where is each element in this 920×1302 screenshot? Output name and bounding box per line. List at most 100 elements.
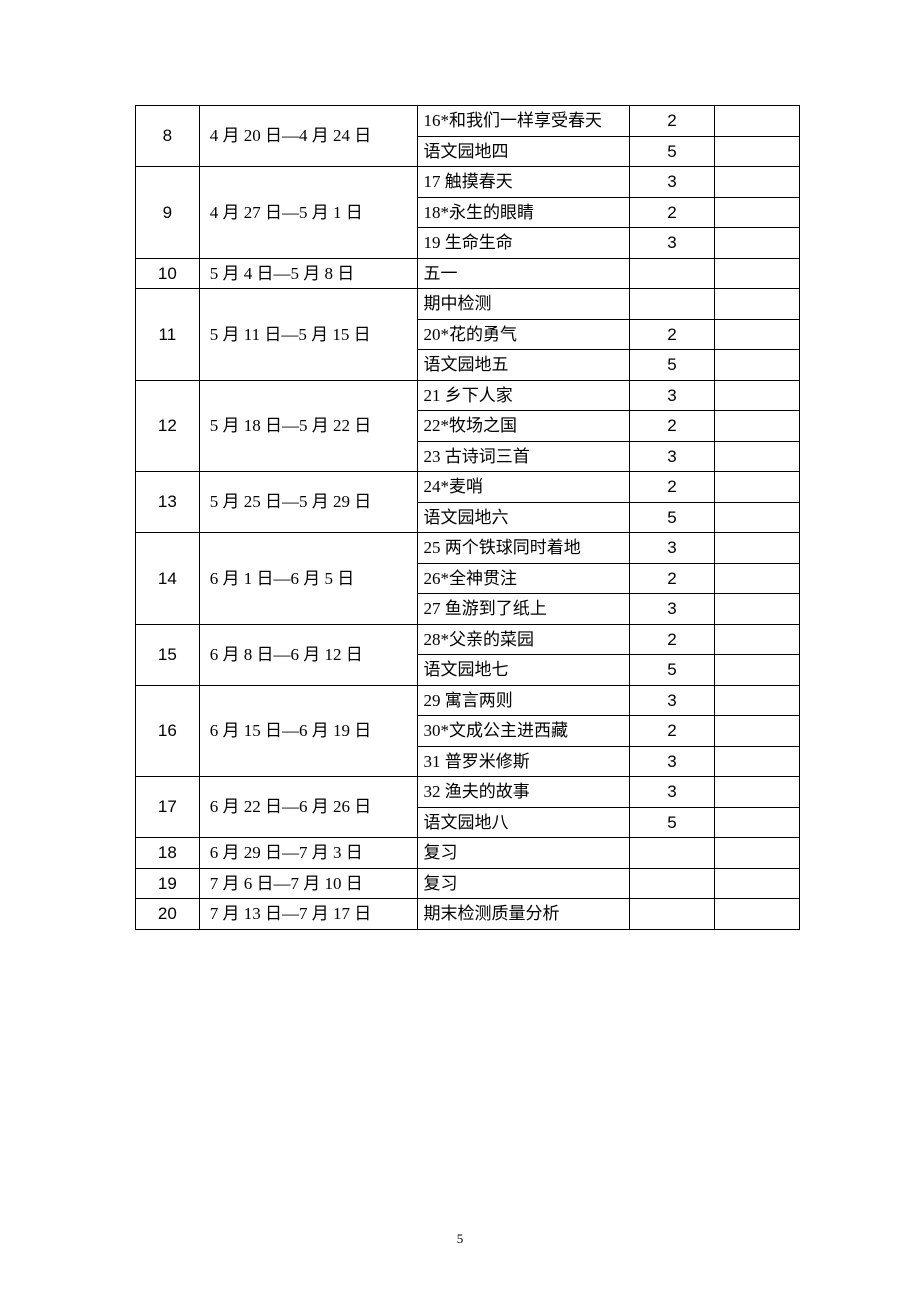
note-cell (714, 289, 799, 320)
note-cell (714, 106, 799, 137)
content-cell: 19 生命生命 (417, 228, 629, 259)
content-cell: 23 古诗词三首 (417, 441, 629, 472)
hours-cell: 3 (629, 685, 714, 716)
date-cell: 5 月 25 日—5 月 29 日 (199, 472, 417, 533)
hours-cell: 3 (629, 380, 714, 411)
note-cell (714, 228, 799, 259)
hours-cell (629, 838, 714, 869)
content-cell: 30*文成公主进西藏 (417, 716, 629, 747)
table-row: 125 月 18 日—5 月 22 日21 乡下人家3 (136, 380, 800, 411)
note-cell (714, 319, 799, 350)
content-cell: 五一 (417, 258, 629, 289)
table-row: 176 月 22 日—6 月 26 日32 渔夫的故事3 (136, 777, 800, 808)
note-cell (714, 716, 799, 747)
week-cell: 8 (136, 106, 200, 167)
content-cell: 24*麦哨 (417, 472, 629, 503)
hours-cell (629, 899, 714, 930)
note-cell (714, 746, 799, 777)
hours-cell: 2 (629, 319, 714, 350)
note-cell (714, 838, 799, 869)
date-cell: 5 月 18 日—5 月 22 日 (199, 380, 417, 472)
content-cell: 28*父亲的菜园 (417, 624, 629, 655)
table-row: 105 月 4 日—5 月 8 日五一 (136, 258, 800, 289)
content-cell: 16*和我们一样享受春天 (417, 106, 629, 137)
table-row: 197 月 6 日—7 月 10 日复习 (136, 868, 800, 899)
date-cell: 4 月 20 日—4 月 24 日 (199, 106, 417, 167)
table-body: 84 月 20 日—4 月 24 日16*和我们一样享受春天2语文园地四594 … (136, 106, 800, 930)
content-cell: 语文园地五 (417, 350, 629, 381)
week-cell: 10 (136, 258, 200, 289)
note-cell (714, 777, 799, 808)
hours-cell: 2 (629, 716, 714, 747)
hours-cell (629, 868, 714, 899)
hours-cell: 3 (629, 533, 714, 564)
note-cell (714, 472, 799, 503)
note-cell (714, 411, 799, 442)
hours-cell: 2 (629, 624, 714, 655)
hours-cell: 5 (629, 350, 714, 381)
date-cell: 4 月 27 日—5 月 1 日 (199, 167, 417, 259)
note-cell (714, 502, 799, 533)
week-cell: 14 (136, 533, 200, 625)
hours-cell: 2 (629, 197, 714, 228)
table-row: 84 月 20 日—4 月 24 日16*和我们一样享受春天2 (136, 106, 800, 137)
hours-cell (629, 289, 714, 320)
table-row: 94 月 27 日—5 月 1 日17 触摸春天3 (136, 167, 800, 198)
table-row: 186 月 29 日—7 月 3 日复习 (136, 838, 800, 869)
date-cell: 6 月 1 日—6 月 5 日 (199, 533, 417, 625)
note-cell (714, 167, 799, 198)
table-row: 207 月 13 日—7 月 17 日期末检测质量分析 (136, 899, 800, 930)
content-cell: 语文园地六 (417, 502, 629, 533)
note-cell (714, 533, 799, 564)
hours-cell: 3 (629, 228, 714, 259)
page-number: 5 (0, 1231, 920, 1247)
hours-cell: 3 (629, 594, 714, 625)
week-cell: 11 (136, 289, 200, 381)
hours-cell (629, 258, 714, 289)
date-cell: 7 月 6 日—7 月 10 日 (199, 868, 417, 899)
date-cell: 6 月 15 日—6 月 19 日 (199, 685, 417, 777)
note-cell (714, 685, 799, 716)
hours-cell: 2 (629, 411, 714, 442)
note-cell (714, 807, 799, 838)
content-cell: 27 鱼游到了纸上 (417, 594, 629, 625)
note-cell (714, 655, 799, 686)
hours-cell: 5 (629, 502, 714, 533)
content-cell: 语文园地七 (417, 655, 629, 686)
content-cell: 复习 (417, 868, 629, 899)
date-cell: 7 月 13 日—7 月 17 日 (199, 899, 417, 930)
hours-cell: 5 (629, 136, 714, 167)
week-cell: 13 (136, 472, 200, 533)
week-cell: 16 (136, 685, 200, 777)
note-cell (714, 563, 799, 594)
schedule-table: 84 月 20 日—4 月 24 日16*和我们一样享受春天2语文园地四594 … (135, 105, 800, 930)
note-cell (714, 197, 799, 228)
hours-cell: 3 (629, 441, 714, 472)
note-cell (714, 350, 799, 381)
week-cell: 15 (136, 624, 200, 685)
date-cell: 6 月 8 日—6 月 12 日 (199, 624, 417, 685)
hours-cell: 5 (629, 807, 714, 838)
table-row: 156 月 8 日—6 月 12 日28*父亲的菜园2 (136, 624, 800, 655)
week-cell: 9 (136, 167, 200, 259)
content-cell: 32 渔夫的故事 (417, 777, 629, 808)
hours-cell: 3 (629, 777, 714, 808)
note-cell (714, 594, 799, 625)
content-cell: 29 寓言两则 (417, 685, 629, 716)
date-cell: 5 月 11 日—5 月 15 日 (199, 289, 417, 381)
week-cell: 17 (136, 777, 200, 838)
hours-cell: 2 (629, 106, 714, 137)
content-cell: 20*花的勇气 (417, 319, 629, 350)
content-cell: 17 触摸春天 (417, 167, 629, 198)
hours-cell: 3 (629, 746, 714, 777)
content-cell: 期末检测质量分析 (417, 899, 629, 930)
content-cell: 31 普罗米修斯 (417, 746, 629, 777)
note-cell (714, 899, 799, 930)
date-cell: 6 月 22 日—6 月 26 日 (199, 777, 417, 838)
table-row: 135 月 25 日—5 月 29 日24*麦哨2 (136, 472, 800, 503)
week-cell: 12 (136, 380, 200, 472)
table-row: 115 月 11 日—5 月 15 日期中检测 (136, 289, 800, 320)
date-cell: 5 月 4 日—5 月 8 日 (199, 258, 417, 289)
content-cell: 语文园地八 (417, 807, 629, 838)
note-cell (714, 441, 799, 472)
